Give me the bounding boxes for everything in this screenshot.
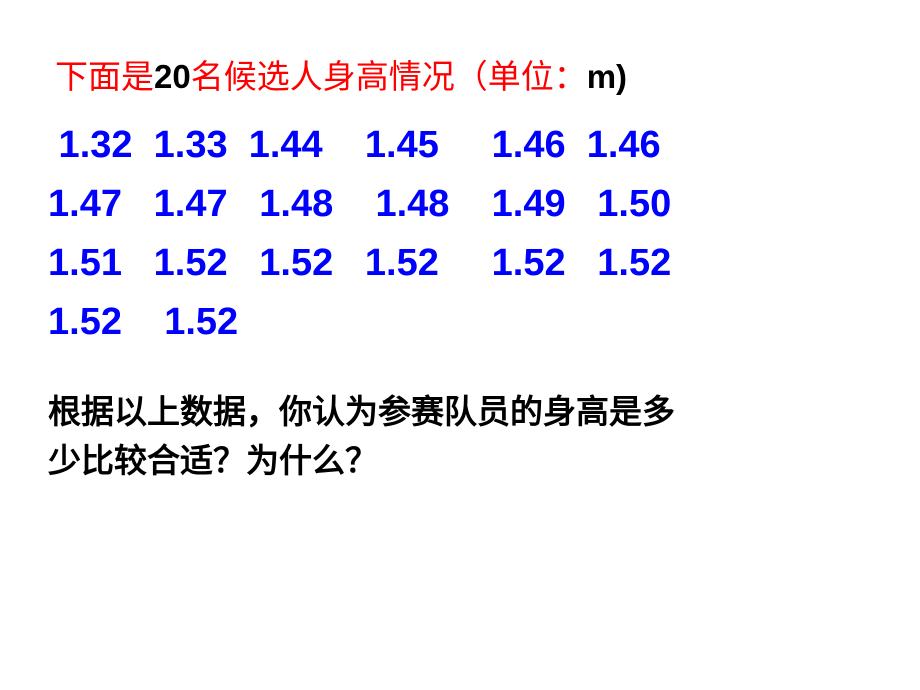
slide-content: 下面是20名候选人身高情况（单位：m) 1.32 1.33 1.44 1.45 … [0, 0, 920, 536]
question-line-2: 少比较合适？为什么？ [48, 436, 880, 486]
question-block: 根据以上数据，你认为参赛队员的身高是多 少比较合适？为什么？ [40, 387, 880, 486]
question-line-1: 根据以上数据，你认为参赛队员的身高是多 [48, 387, 880, 437]
data-row-2: 1.47 1.47 1.48 1.48 1.49 1.50 [48, 175, 880, 234]
data-row-1: 1.32 1.33 1.44 1.45 1.46 1.46 [48, 116, 880, 175]
heights-data: 1.32 1.33 1.44 1.45 1.46 1.46 1.47 1.47 … [40, 116, 880, 352]
title-red-2: 名候选人身高情况（单位： [191, 60, 587, 96]
title-line: 下面是20名候选人身高情况（单位：m) [40, 50, 880, 98]
title-black-1: 20 [154, 58, 191, 95]
data-row-4: 1.52 1.52 [48, 293, 880, 352]
data-row-3: 1.51 1.52 1.52 1.52 1.52 1.52 [48, 234, 880, 293]
title-black-2: m) [587, 58, 627, 95]
title-red-1: 下面是 [55, 60, 154, 96]
